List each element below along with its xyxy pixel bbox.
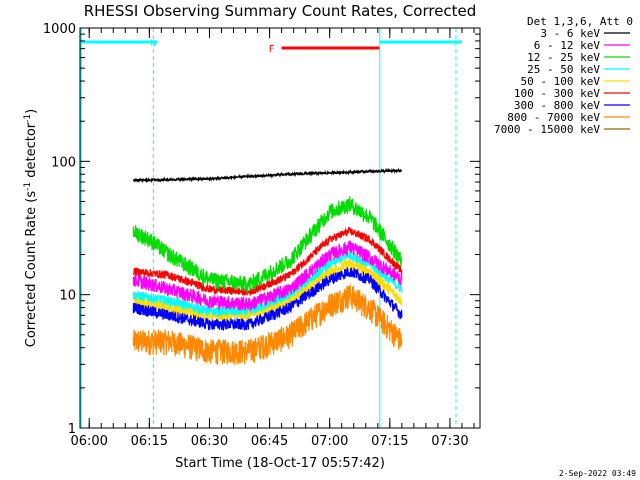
x-tick-label: 07:30 <box>431 434 468 449</box>
series-line-2 <box>132 196 403 293</box>
legend-label: 6 - 12 keV <box>534 39 601 52</box>
legend-header: Det 1,3,6, Att 0 <box>527 15 633 28</box>
legend-label: 3 - 6 keV <box>540 27 600 40</box>
x-tick-label: 07:15 <box>371 434 408 449</box>
series-line-4 <box>132 258 403 323</box>
x-tick-label: 06:30 <box>191 434 228 449</box>
axes: 06:00 06:15 06:30 06:45 07:00 07:15 07:30 1 10 10… <box>43 22 480 449</box>
legend-label: 800 - 7000 keV <box>507 111 600 124</box>
legend-label: 7000 - 15000 keV <box>494 123 600 136</box>
series-line-1 <box>132 240 403 312</box>
legend-label: 100 - 300 keV <box>514 87 600 100</box>
y-axis-label-main: Corrected Count Rate (s <box>24 191 39 348</box>
x-axis-label: Start Time (18-Oct-17 05:57:42) <box>175 456 385 471</box>
x-tick-label: 06:45 <box>251 434 288 449</box>
legend-label: 25 - 50 keV <box>527 63 600 76</box>
legend-label: 12 - 25 keV <box>527 51 600 64</box>
series-line-0 <box>132 167 403 184</box>
y-tick-label: 100 <box>51 155 76 170</box>
x-tick-label: 06:00 <box>70 434 107 449</box>
y-tick-label: 1 <box>68 422 76 437</box>
y-axis-label-mid: detector <box>24 122 39 182</box>
series-line-7 <box>132 284 403 365</box>
y-axis-label-sup1: -1 <box>23 182 33 191</box>
y-tick-label: 1000 <box>43 22 76 37</box>
y-axis-label-end: ) <box>24 109 39 114</box>
plot-frame <box>79 27 481 429</box>
series-line-6 <box>132 267 403 332</box>
chart-title: RHESSI Observing Summary Count Rates, Co… <box>84 2 477 20</box>
x-tick-label: 06:15 <box>131 434 168 449</box>
y-axis-label: Corrected Count Rate (s-1 detector-1) <box>23 109 39 347</box>
timestamp-label: 2-Sep-2022 03:49 <box>559 469 636 478</box>
x-tick-label: 07:00 <box>311 434 348 449</box>
legend-label: 50 - 100 keV <box>521 75 601 88</box>
series-line-3 <box>132 250 403 318</box>
legend-label: 300 - 800 keV <box>514 99 600 112</box>
y-axis-label-sup2: -1 <box>23 114 33 123</box>
flare-flag-label: F <box>269 44 275 55</box>
series-line-5 <box>132 226 403 296</box>
y-tick-label: 10 <box>59 289 76 304</box>
plot-area: NF <box>80 28 462 428</box>
